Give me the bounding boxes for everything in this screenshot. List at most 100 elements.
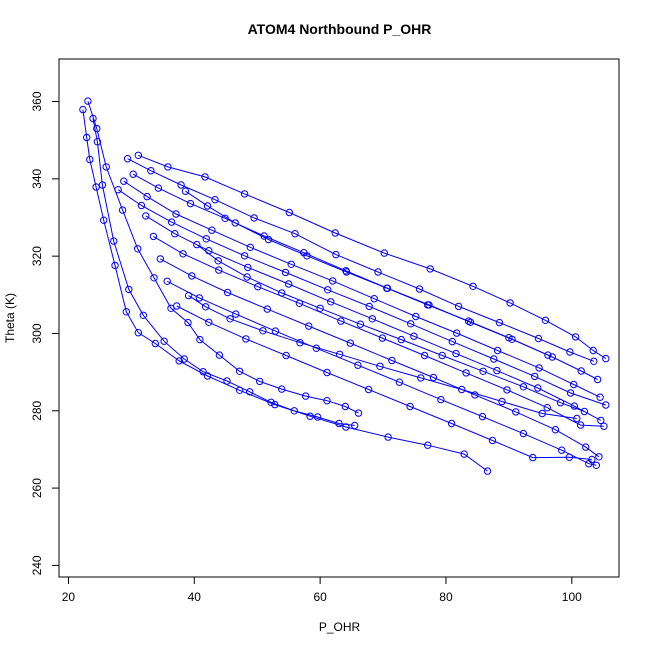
data-point	[368, 315, 376, 323]
y-tick-label: 240	[30, 555, 44, 575]
data-point	[544, 351, 552, 359]
data-point	[420, 351, 429, 360]
data-point	[462, 369, 470, 377]
series-0	[84, 97, 363, 417]
data-point	[531, 372, 539, 381]
x-tick-label: 60	[313, 590, 327, 604]
data-point	[125, 285, 133, 294]
data-point	[156, 255, 165, 263]
data-point	[573, 414, 581, 423]
data-point	[323, 397, 331, 405]
data-point	[306, 412, 314, 420]
data-point	[438, 351, 446, 360]
data-point	[134, 245, 142, 253]
data-point	[424, 301, 432, 309]
data-point	[302, 392, 310, 400]
series-6	[120, 177, 604, 401]
data-point	[453, 329, 461, 337]
data-point	[267, 398, 275, 406]
data-point	[354, 409, 363, 417]
data-point	[596, 393, 604, 401]
data-point	[278, 385, 286, 393]
data-point	[250, 214, 258, 222]
series-line	[87, 100, 359, 414]
x-tick-label: 20	[62, 590, 76, 604]
data-point	[296, 339, 304, 347]
y-tick-label: 300	[30, 323, 44, 343]
data-point	[331, 229, 339, 237]
data-point	[576, 421, 585, 429]
data-point	[493, 346, 502, 355]
data-point	[437, 395, 445, 404]
data-point	[175, 357, 183, 365]
data-point	[180, 355, 188, 363]
data-point	[551, 426, 560, 434]
data-point	[397, 335, 405, 344]
data-point	[448, 337, 456, 346]
data-point	[356, 320, 365, 328]
series-line	[123, 180, 601, 398]
y-tick-label: 340	[30, 168, 44, 188]
data-point	[179, 250, 187, 258]
data-point	[447, 419, 456, 428]
data-point	[201, 173, 209, 181]
y-axis-label: Theta (K)	[3, 293, 17, 343]
data-point	[215, 266, 223, 274]
data-point	[243, 273, 251, 281]
data-point	[172, 210, 180, 218]
data-point	[464, 317, 473, 325]
data-point	[223, 288, 232, 297]
data-point	[83, 133, 91, 142]
data-point	[376, 362, 384, 370]
data-point	[580, 407, 589, 416]
data-point	[592, 461, 600, 469]
data-point	[410, 332, 418, 340]
data-point	[395, 378, 404, 386]
data-point	[589, 346, 597, 355]
series-line	[92, 118, 355, 426]
series-8	[142, 212, 605, 425]
data-point	[211, 196, 219, 204]
data-point	[246, 388, 254, 396]
data-point	[134, 151, 143, 160]
data-point	[429, 373, 438, 382]
data-point	[111, 261, 119, 270]
data-point	[534, 384, 542, 392]
data-point	[505, 334, 513, 342]
data-point	[171, 230, 179, 238]
data-point	[407, 320, 415, 328]
data-point	[323, 368, 331, 377]
data-point	[479, 367, 487, 375]
data-point	[529, 453, 537, 462]
series-line	[188, 295, 577, 419]
data-point	[332, 250, 340, 259]
data-point	[93, 124, 101, 133]
data-point	[143, 192, 151, 201]
data-point	[118, 206, 127, 214]
data-point	[519, 429, 528, 438]
data-point	[588, 455, 596, 464]
data-point	[256, 377, 264, 386]
data-point	[287, 260, 295, 268]
data-point	[232, 310, 240, 318]
data-point	[565, 453, 573, 461]
data-point	[600, 422, 608, 430]
data-point	[79, 105, 87, 114]
data-point	[100, 216, 108, 224]
data-point	[415, 285, 424, 293]
data-point	[215, 351, 224, 359]
data-point	[264, 235, 273, 244]
data-point	[208, 226, 216, 234]
data-point	[346, 339, 354, 347]
data-point	[259, 327, 267, 335]
data-point	[188, 272, 196, 280]
series-15	[193, 240, 589, 416]
data-point	[235, 367, 244, 375]
data-point	[424, 441, 432, 449]
data-point	[102, 163, 110, 171]
series-5	[129, 170, 602, 384]
data-point	[593, 375, 602, 384]
series-4	[123, 155, 598, 365]
data-point	[329, 277, 337, 285]
data-point	[316, 304, 324, 312]
